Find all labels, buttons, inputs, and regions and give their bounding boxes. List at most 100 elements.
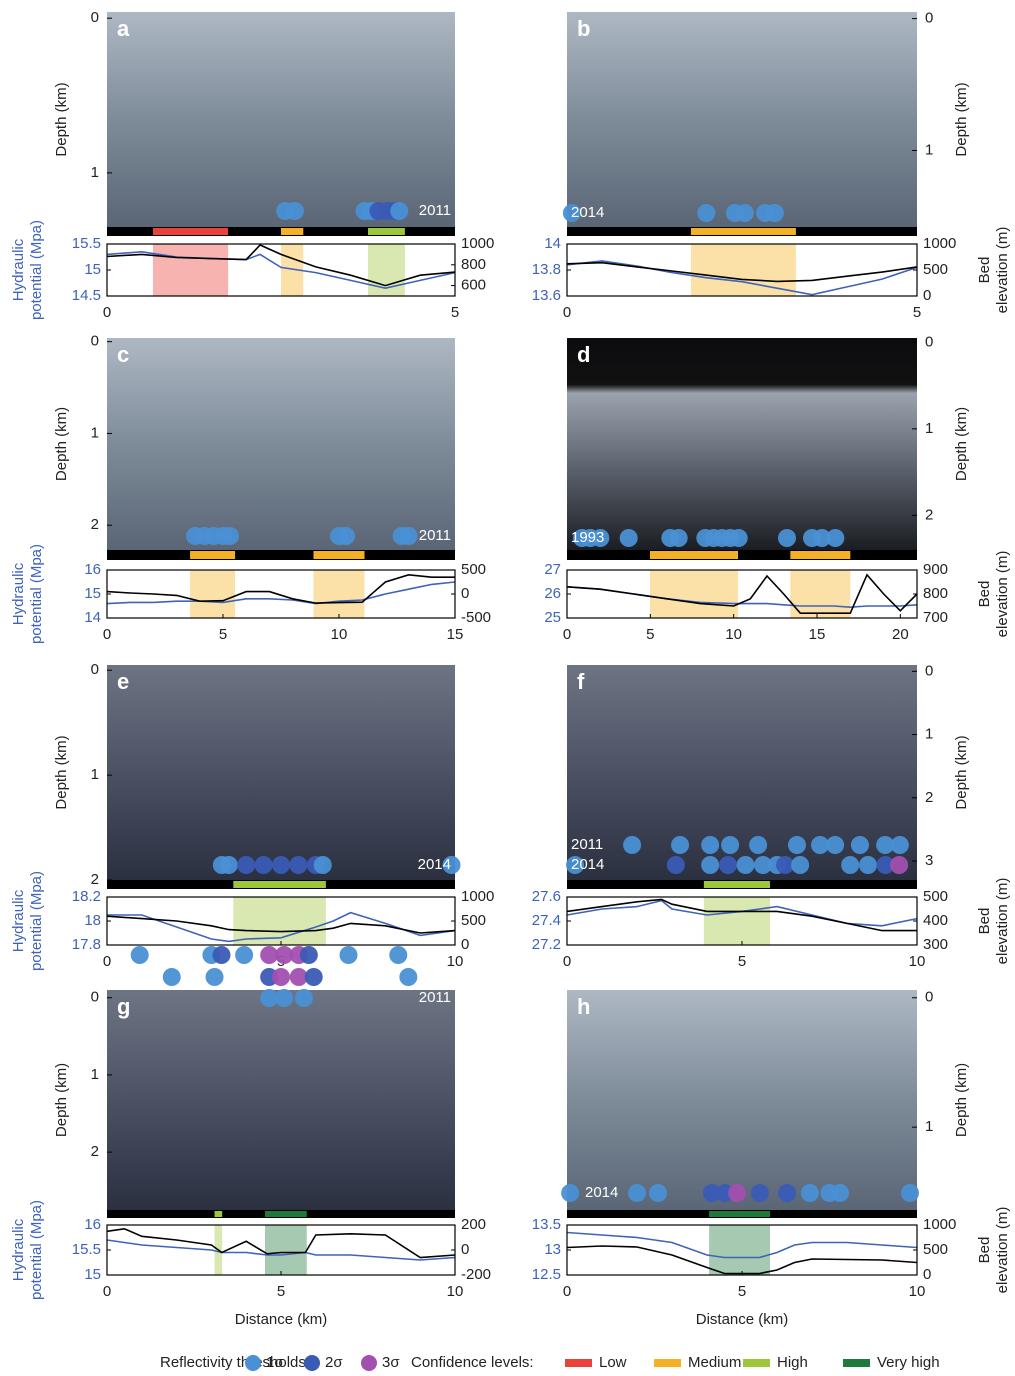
y2-tick-label: 800	[461, 256, 486, 273]
y2-axis-label: elevation (m)	[994, 1207, 1011, 1294]
x-tick-label: 0	[103, 953, 111, 970]
radargram	[107, 665, 455, 880]
reflectivity-dot	[628, 1184, 646, 1202]
x-tick-label: 15	[447, 626, 464, 643]
radargram	[567, 12, 917, 227]
y2-axis-label: Bed	[976, 908, 993, 935]
y-tick-label: 13	[544, 1241, 561, 1258]
y-axis-label: Hydraulic	[10, 238, 27, 301]
reflectivity-dot	[272, 856, 290, 874]
reflectivity-dot	[670, 529, 688, 547]
confidence-shade	[190, 570, 235, 618]
confidence-shade	[265, 1225, 307, 1275]
panel-label: e	[117, 669, 129, 694]
depth-tick-label: 1	[91, 424, 99, 441]
reflectivity-dot	[272, 968, 290, 986]
reflectivity-dot	[289, 856, 307, 874]
legend-title: Confidence levels:	[411, 1354, 534, 1371]
depth-tick-label: 1	[925, 420, 933, 437]
x-tick-label: 10	[909, 953, 926, 970]
x-tick-label: 20	[892, 626, 909, 643]
x-tick-label: 5	[451, 304, 459, 321]
x-tick-label: 10	[331, 626, 348, 643]
reflectivity-dot	[749, 836, 767, 854]
confidence-shade	[153, 244, 228, 296]
reflectivity-dot	[721, 836, 739, 854]
y2-tick-label: 500	[923, 261, 948, 278]
legend-label: 1σ	[266, 1354, 284, 1371]
radargram	[567, 990, 917, 1210]
y2-axis-label: Bed	[976, 581, 993, 608]
reflectivity-dot	[237, 856, 255, 874]
y2-tick-label: 500	[461, 912, 486, 929]
reflectivity-dot	[730, 529, 748, 547]
depth-tick-label: 2	[91, 516, 99, 533]
year-label: 2011	[419, 202, 451, 219]
y-tick-label: 14	[84, 609, 101, 626]
legend-label: Low	[599, 1354, 627, 1371]
y-axis-label: potential (Mpa)	[28, 1200, 45, 1300]
y-tick-label: 13.8	[532, 261, 561, 278]
radargram	[107, 990, 455, 1210]
y2-tick-label: 0	[461, 1241, 469, 1258]
y-tick-label: 15	[84, 585, 101, 602]
depth-tick-label: 0	[925, 989, 933, 1006]
depth-tick-label: 0	[91, 661, 99, 678]
plot-frame	[567, 570, 917, 618]
y2-tick-label: -200	[461, 1266, 491, 1283]
reflectivity-dot	[623, 836, 641, 854]
reflectivity-dot	[275, 989, 293, 1007]
page: a01Depth (km)201114.51515.5600800100005H…	[0, 0, 1015, 1376]
y2-tick-label: 1000	[461, 888, 494, 905]
x-tick-label: 15	[809, 626, 826, 643]
depth-axis-label: Depth (km)	[953, 735, 970, 809]
year-label: 2011	[419, 527, 451, 544]
depth-tick-label: 3	[925, 852, 933, 869]
panel-label: c	[117, 342, 129, 367]
y-tick-label: 25	[544, 609, 561, 626]
reflectivity-dot	[719, 856, 737, 874]
panel-label: a	[117, 16, 130, 41]
reflectivity-dot	[901, 1184, 919, 1202]
depth-axis-label: Depth (km)	[953, 82, 970, 156]
y2-tick-label: 700	[923, 609, 948, 626]
confidence-shade	[313, 570, 364, 618]
y-axis-label: potential (Mpa)	[28, 544, 45, 644]
reflectivity-dot	[671, 836, 689, 854]
reflectivity-dot	[561, 1184, 579, 1202]
reflectivity-dot	[737, 856, 755, 874]
reflectivity-dot	[305, 968, 323, 986]
x-tick-label: 5	[913, 304, 921, 321]
year-label: 2014	[585, 1184, 618, 1201]
legend-swatch	[565, 1359, 592, 1367]
x-tick-label: 0	[563, 626, 571, 643]
depth-tick-label: 0	[925, 662, 933, 679]
y-axis-label: potential (Mpa)	[28, 220, 45, 320]
x-tick-label: 5	[738, 953, 746, 970]
depth-axis-label: Depth (km)	[953, 1063, 970, 1137]
y-tick-label: 17.8	[72, 936, 101, 953]
depth-tick-label: 1	[91, 164, 99, 181]
y2-tick-label: 0	[923, 287, 931, 304]
y2-tick-label: 900	[923, 561, 948, 578]
y-tick-label: 27.2	[532, 936, 561, 953]
y-tick-label: 15.5	[72, 1241, 101, 1258]
confidence-strip	[567, 550, 917, 560]
y2-axis-label: elevation (m)	[994, 551, 1011, 638]
reflectivity-dot	[212, 946, 230, 964]
y2-tick-label: 300	[923, 936, 948, 953]
reflectivity-dot	[736, 204, 754, 222]
y2-axis-label: elevation (m)	[994, 878, 1011, 965]
confidence-segment	[233, 881, 326, 888]
reflectivity-dot	[778, 1184, 796, 1202]
profile-line	[107, 582, 455, 604]
y2-tick-label: -500	[461, 609, 491, 626]
depth-tick-label: 2	[925, 506, 933, 523]
x-tick-label: 0	[563, 304, 571, 321]
depth-tick-label: 0	[925, 333, 933, 350]
reflectivity-dot	[801, 1184, 819, 1202]
y-tick-label: 18	[84, 912, 101, 929]
depth-tick-label: 1	[91, 1066, 99, 1083]
y-tick-label: 27.4	[532, 912, 561, 929]
reflectivity-dot	[841, 856, 859, 874]
